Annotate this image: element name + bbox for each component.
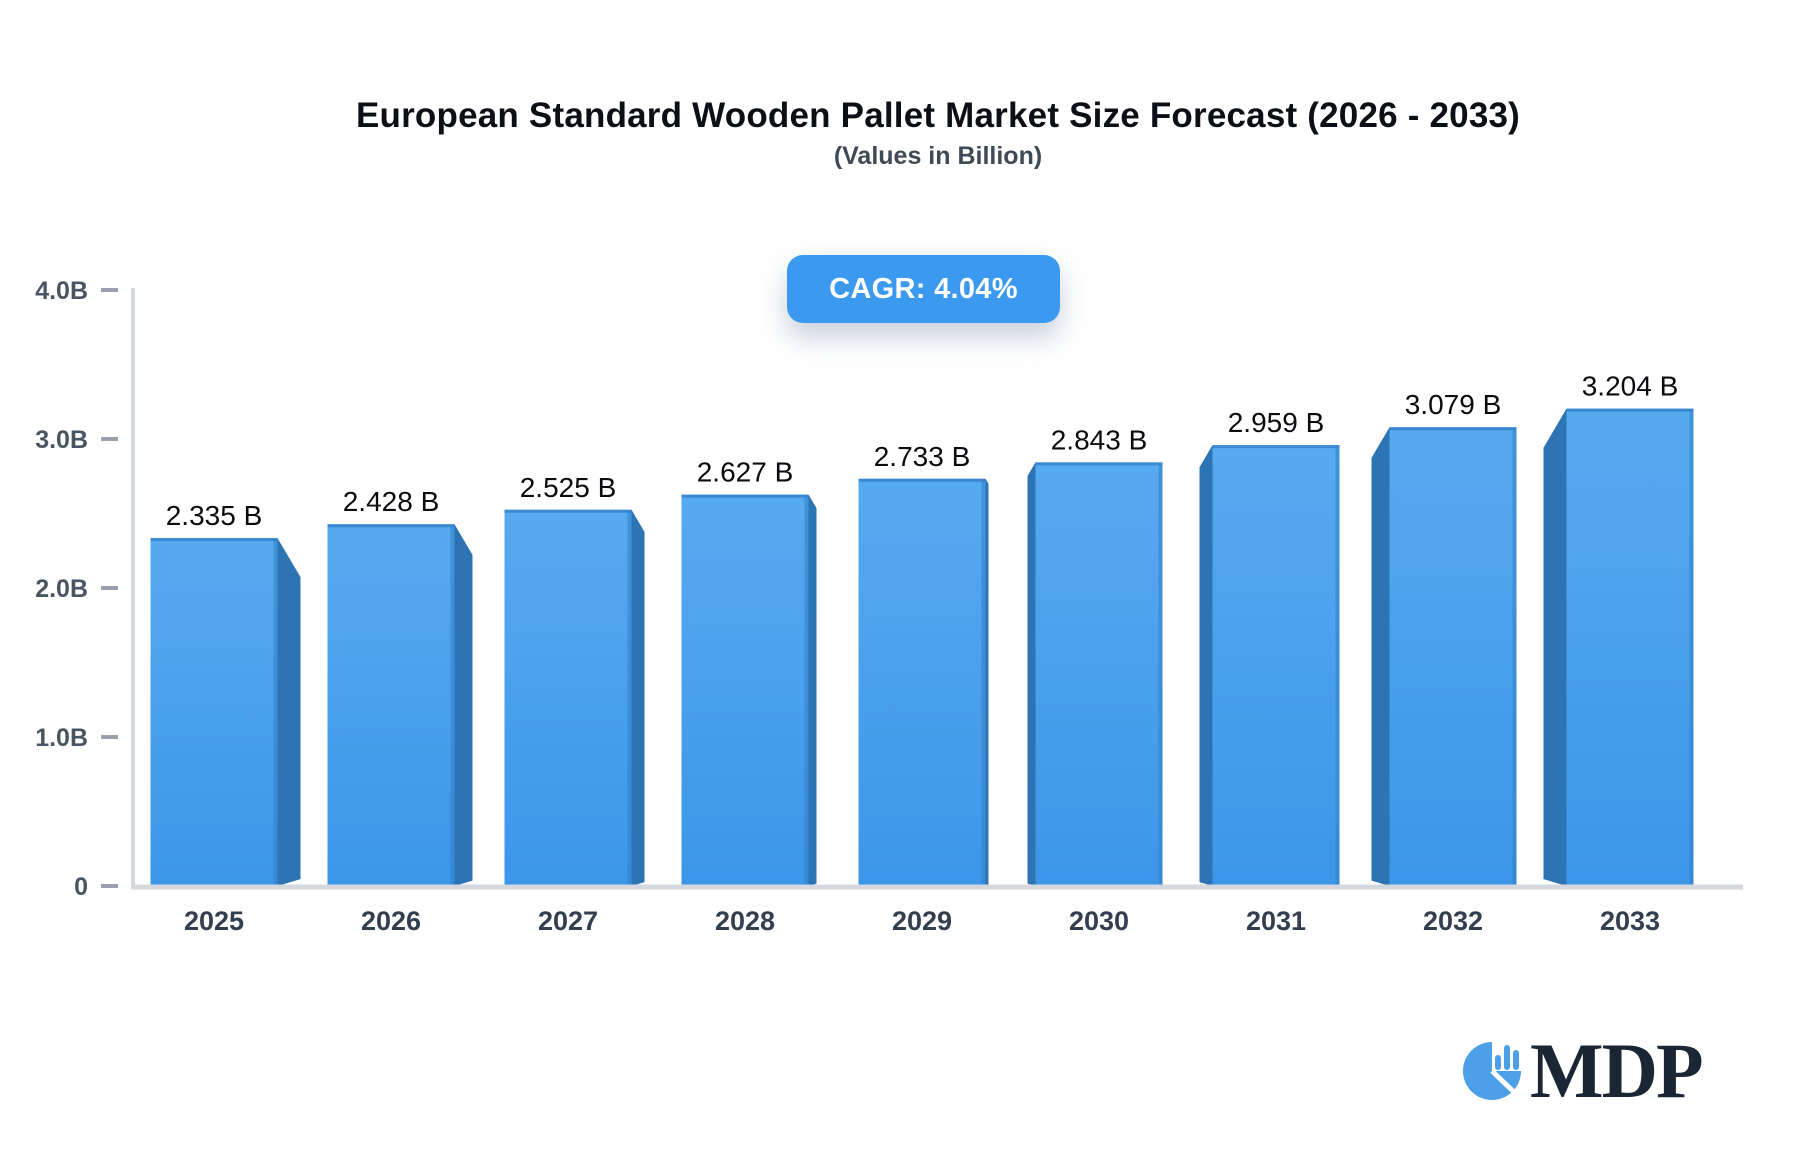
bar-value-label: 2.959 B — [1228, 407, 1325, 438]
cagr-badge-label: CAGR: 4.04% — [829, 272, 1018, 305]
bar-side-panel — [1199, 445, 1213, 886]
bar-2026: 2.428 B 2026 — [327, 486, 473, 936]
chart-subtitle: (Values in Billion) — [833, 142, 1043, 171]
x-axis-year-label: 2026 — [361, 906, 421, 936]
bar-2031: 2.959 B 2031 — [1199, 407, 1340, 936]
bar-value-label: 2.525 B — [520, 472, 617, 503]
bar-side-panel — [454, 524, 473, 886]
bar-face — [858, 478, 986, 886]
cagr-badge: CAGR: 4.04% — [787, 255, 1060, 323]
bar-face — [504, 509, 632, 886]
x-axis-year-label: 2031 — [1246, 906, 1306, 936]
bar-value-label: 2.733 B — [874, 441, 971, 472]
bar-face — [1389, 427, 1517, 886]
bar-side-panel — [277, 538, 301, 886]
bar-value-label: 2.627 B — [697, 457, 794, 488]
y-axis-tick-label: 1.0B — [35, 724, 88, 752]
bar-2032: 3.079 B 2032 — [1371, 389, 1517, 936]
bar-value-label: 3.204 B — [1582, 371, 1679, 402]
bar-side-panel — [1543, 408, 1567, 886]
bar-2033: 3.204 B 2033 — [1543, 371, 1694, 936]
bar-value-label: 2.843 B — [1051, 424, 1148, 455]
bar-face — [681, 494, 809, 886]
bar-2029: 2.733 B 2029 — [858, 441, 989, 936]
x-axis-year-label: 2029 — [892, 906, 952, 936]
page-title: European Standard Wooden Pallet Market S… — [355, 96, 1521, 135]
y-axis-tick-label: 4.0B — [35, 277, 88, 305]
mdp-logo: MDP — [1462, 1027, 1704, 1114]
mdp-logo-text: MDP — [1530, 1027, 1704, 1114]
bar-face — [150, 538, 278, 886]
x-axis-year-label: 2032 — [1423, 906, 1483, 936]
bar-side-panel — [808, 494, 817, 886]
bar-2025: 2.335 B 2025 — [150, 500, 301, 936]
bar-face — [327, 524, 455, 886]
x-axis-year-label: 2028 — [715, 906, 775, 936]
bar-side-panel — [1371, 427, 1390, 886]
bar-side-panel — [1027, 462, 1036, 886]
x-axis-year-label: 2027 — [538, 906, 598, 936]
y-axis-tick-label: 2.0B — [35, 575, 88, 603]
bar-face — [1566, 408, 1694, 886]
x-axis-year-label: 2030 — [1069, 906, 1129, 936]
x-axis-year-label: 2033 — [1600, 906, 1660, 936]
bar-2030: 2.843 B 2030 — [1027, 424, 1163, 936]
bar-face — [1035, 462, 1163, 886]
x-axis-year-label: 2025 — [184, 906, 244, 936]
y-axis-tick-label: 0 — [74, 873, 88, 901]
bar-value-label: 2.335 B — [166, 500, 263, 531]
bar-value-label: 2.428 B — [343, 486, 440, 517]
y-axis-tick-label: 3.0B — [35, 426, 88, 454]
bar-face — [1212, 445, 1340, 886]
bar-side-panel — [631, 509, 645, 886]
chart-header: European Standard Wooden Pallet Market S… — [76, 0, 1800, 171]
pie-chart-bars-icon — [1463, 1040, 1524, 1100]
bar-side-panel — [985, 478, 989, 886]
bar-2028: 2.627 B 2028 — [681, 457, 817, 936]
bar-2027: 2.525 B 2027 — [504, 472, 645, 936]
bar-value-label: 3.079 B — [1405, 389, 1502, 420]
